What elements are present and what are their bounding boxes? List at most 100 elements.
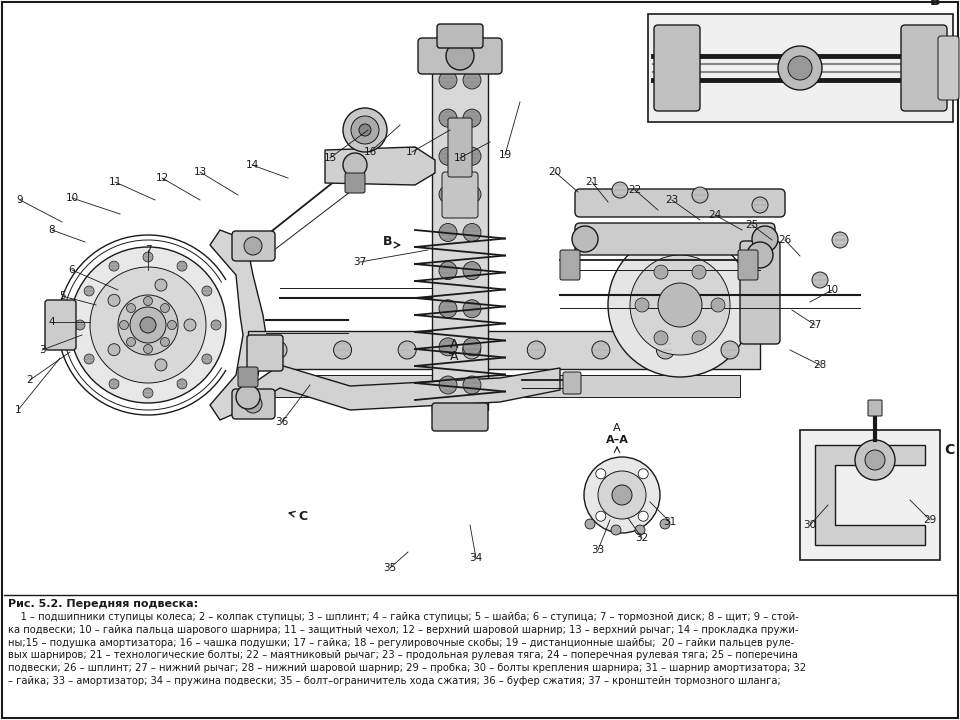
Circle shape: [611, 525, 621, 535]
Circle shape: [598, 471, 646, 519]
Circle shape: [855, 440, 895, 480]
Text: 28: 28: [813, 360, 827, 370]
Circle shape: [721, 341, 739, 359]
Circle shape: [359, 124, 371, 136]
Circle shape: [778, 46, 822, 90]
FancyBboxPatch shape: [563, 372, 581, 394]
Text: 14: 14: [246, 160, 258, 170]
Circle shape: [439, 71, 457, 89]
FancyBboxPatch shape: [648, 14, 953, 122]
Circle shape: [572, 226, 598, 252]
Circle shape: [398, 341, 416, 359]
Circle shape: [832, 232, 848, 248]
Text: 29: 29: [924, 515, 937, 525]
Circle shape: [439, 376, 457, 394]
Circle shape: [75, 320, 85, 330]
Circle shape: [84, 354, 94, 364]
FancyBboxPatch shape: [560, 250, 580, 280]
Text: 30: 30: [804, 520, 817, 530]
Text: вых шарниров; 21 – технологические болты; 22 – маятниковый рычаг; 23 – продольна: вых шарниров; 21 – технологические болты…: [8, 650, 798, 660]
Circle shape: [654, 265, 668, 279]
Text: 23: 23: [665, 195, 679, 205]
Circle shape: [84, 286, 94, 296]
Circle shape: [236, 385, 260, 409]
Circle shape: [657, 341, 675, 359]
Polygon shape: [210, 230, 266, 420]
Text: 24: 24: [708, 210, 722, 220]
Text: 31: 31: [663, 517, 677, 527]
Circle shape: [202, 354, 212, 364]
Circle shape: [109, 379, 119, 389]
Text: 9: 9: [16, 195, 23, 205]
Text: 5: 5: [59, 291, 65, 301]
FancyBboxPatch shape: [232, 389, 275, 419]
Circle shape: [592, 341, 610, 359]
Circle shape: [140, 317, 156, 333]
Circle shape: [658, 283, 702, 327]
FancyBboxPatch shape: [740, 241, 780, 344]
Circle shape: [463, 148, 481, 166]
Text: 10: 10: [65, 193, 79, 203]
Circle shape: [747, 242, 773, 268]
Circle shape: [752, 197, 768, 213]
Circle shape: [596, 511, 606, 521]
Circle shape: [244, 395, 262, 413]
FancyBboxPatch shape: [901, 25, 947, 111]
Circle shape: [788, 56, 812, 80]
Text: C: C: [944, 443, 954, 457]
Text: 25: 25: [745, 220, 758, 230]
Circle shape: [692, 331, 706, 345]
Circle shape: [463, 223, 481, 241]
Text: 20: 20: [548, 167, 562, 177]
Circle shape: [160, 304, 170, 312]
Text: 27: 27: [808, 320, 822, 330]
Circle shape: [439, 300, 457, 318]
Circle shape: [692, 265, 706, 279]
Text: подвески; 26 – шплинт; 27 – нижний рычаг; 28 – нижний шаровой шарнир; 29 – пробк: подвески; 26 – шплинт; 27 – нижний рычаг…: [8, 663, 806, 673]
Circle shape: [90, 267, 206, 383]
Circle shape: [660, 519, 670, 529]
Circle shape: [638, 511, 648, 521]
Circle shape: [463, 300, 481, 318]
FancyBboxPatch shape: [418, 38, 502, 74]
Text: 33: 33: [591, 545, 605, 555]
Text: 19: 19: [498, 150, 512, 160]
FancyBboxPatch shape: [868, 400, 882, 416]
Circle shape: [109, 261, 119, 271]
Circle shape: [343, 108, 387, 152]
Circle shape: [865, 450, 885, 470]
Circle shape: [446, 42, 474, 70]
Circle shape: [439, 185, 457, 203]
Text: 22: 22: [629, 185, 641, 195]
FancyBboxPatch shape: [575, 223, 775, 255]
Circle shape: [612, 182, 628, 198]
Circle shape: [143, 388, 153, 398]
Circle shape: [463, 338, 481, 356]
Text: 16: 16: [364, 147, 376, 157]
Circle shape: [439, 148, 457, 166]
Text: 36: 36: [276, 417, 289, 427]
Circle shape: [143, 252, 153, 262]
Text: 1: 1: [14, 405, 21, 415]
Circle shape: [130, 307, 166, 343]
Text: 15: 15: [324, 153, 337, 163]
Circle shape: [184, 319, 196, 331]
Text: 2: 2: [27, 375, 34, 385]
Text: 13: 13: [193, 167, 206, 177]
Circle shape: [177, 261, 187, 271]
Circle shape: [585, 519, 595, 529]
Circle shape: [211, 320, 221, 330]
Text: 12: 12: [156, 173, 169, 183]
Circle shape: [635, 298, 649, 312]
Text: – гайка; 33 – амортизатор; 34 – пружина подвески; 35 – болт–ограничитель хода сж: – гайка; 33 – амортизатор; 34 – пружина …: [8, 676, 780, 686]
Circle shape: [119, 320, 129, 330]
Circle shape: [463, 261, 481, 279]
FancyBboxPatch shape: [442, 172, 478, 218]
Text: 4: 4: [49, 317, 56, 327]
Circle shape: [177, 379, 187, 389]
Text: 8: 8: [49, 225, 56, 235]
Circle shape: [752, 226, 778, 252]
FancyBboxPatch shape: [247, 335, 283, 371]
Text: А–А: А–А: [606, 435, 629, 445]
FancyBboxPatch shape: [232, 231, 275, 261]
